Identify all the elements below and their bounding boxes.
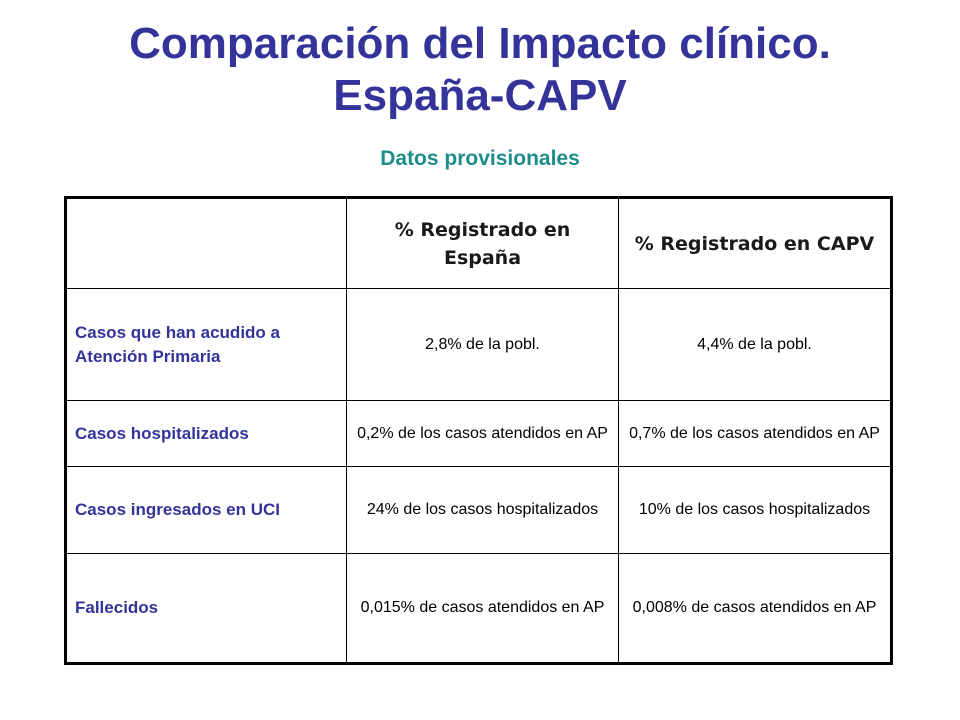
table-header-row: % Registrado en España % Registrado en C… xyxy=(65,197,892,289)
cell-spain: 0,015% de casos atendidos en AP xyxy=(346,553,619,664)
cell-capv: 10% de los casos hospitalizados xyxy=(618,466,892,554)
table-row: Casos que han acudido a Atención Primari… xyxy=(65,288,892,401)
cell-spain: 0,2% de los casos atendidos en AP xyxy=(346,400,619,467)
row-label: Casos que han acudido a Atención Primari… xyxy=(65,288,347,401)
row-label: Casos ingresados en UCI xyxy=(65,466,347,554)
title-line-1: Comparación del Impacto clínico. xyxy=(129,19,831,68)
table-row: Casos ingresados en UCI 24% de los casos… xyxy=(65,466,892,554)
header-spain: % Registrado en España xyxy=(346,197,619,289)
cell-capv: 4,4% de la pobl. xyxy=(618,288,892,401)
title-line-2: España-CAPV xyxy=(333,71,627,120)
header-capv: % Registrado en CAPV xyxy=(618,197,892,289)
cell-spain: 24% de los casos hospitalizados xyxy=(346,466,619,554)
page-title: Comparación del Impacto clínico. España-… xyxy=(0,18,960,122)
table-row: Fallecidos 0,015% de casos atendidos en … xyxy=(65,553,892,664)
header-empty-cell xyxy=(65,197,347,289)
comparison-table: % Registrado en España % Registrado en C… xyxy=(64,196,893,665)
row-label: Fallecidos xyxy=(65,553,347,664)
cell-capv: 0,7% de los casos atendidos en AP xyxy=(618,400,892,467)
page-subtitle: Datos provisionales xyxy=(380,147,580,170)
cell-spain: 2,8% de la pobl. xyxy=(346,288,619,401)
row-label: Casos hospitalizados xyxy=(65,400,347,467)
table-row: Casos hospitalizados 0,2% de los casos a… xyxy=(65,400,892,467)
cell-capv: 0,008% de casos atendidos en AP xyxy=(618,553,892,664)
